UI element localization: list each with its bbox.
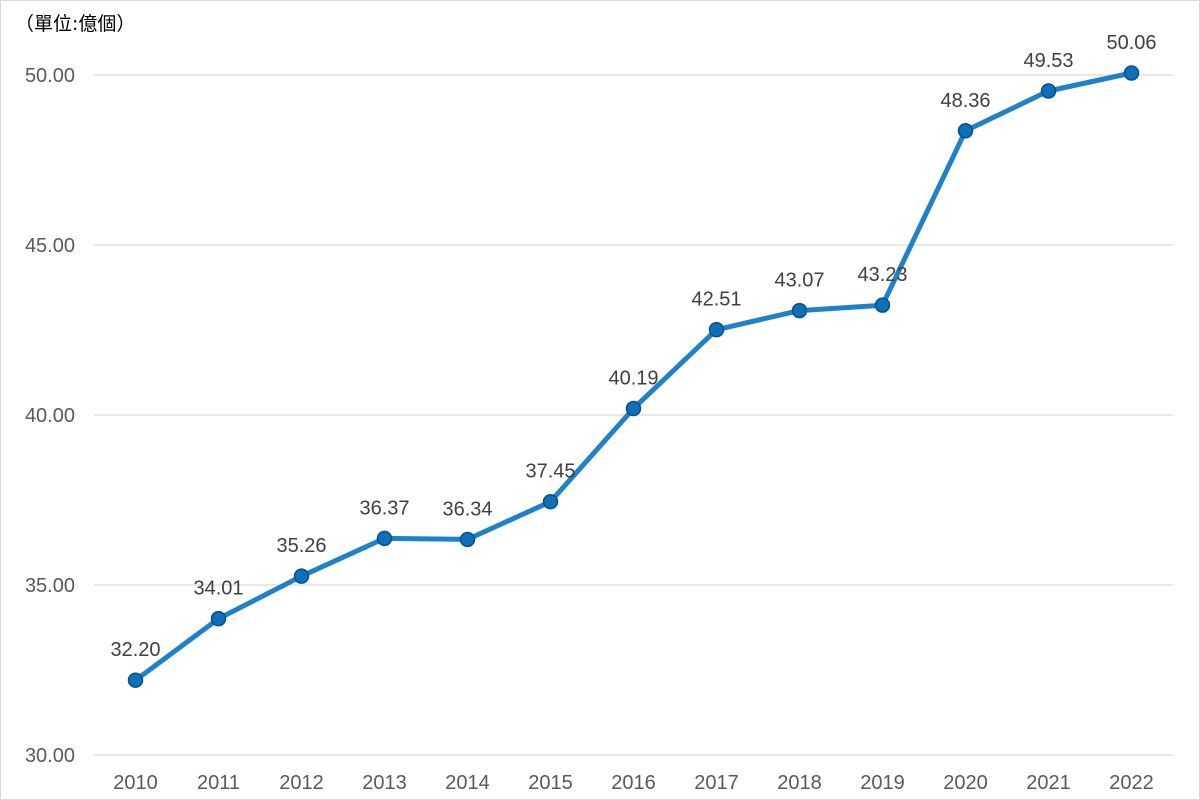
data-point — [459, 531, 476, 548]
data-point — [210, 610, 227, 627]
x-tick-label: 2022 — [1109, 772, 1154, 794]
x-tick-label: 2020 — [943, 772, 988, 794]
x-tick-label: 2014 — [445, 772, 490, 794]
data-label: 50.06 — [1106, 32, 1156, 54]
y-tick-label: 40.00 — [25, 405, 75, 427]
data-label: 43.07 — [774, 270, 824, 292]
y-tick-label: 35.00 — [25, 575, 75, 597]
data-point — [376, 530, 393, 547]
data-point — [542, 493, 559, 510]
data-label: 35.26 — [276, 535, 326, 557]
data-point — [1123, 65, 1140, 81]
data-point — [293, 568, 310, 584]
y-axis: 30.00 35.00 40.00 45.00 50.00 — [25, 65, 75, 767]
data-label: 49.53 — [1023, 50, 1073, 72]
data-point — [708, 321, 725, 338]
data-label: 37.45 — [525, 461, 575, 483]
data-point — [1040, 83, 1057, 99]
x-tick-label: 2015 — [528, 772, 573, 794]
data-label: 32.20 — [110, 639, 160, 661]
data-label: 42.51 — [691, 289, 741, 311]
x-tick-label: 2010 — [113, 772, 158, 794]
data-label: 36.34 — [442, 498, 492, 520]
data-point — [874, 297, 891, 313]
data-point — [127, 672, 144, 688]
x-tick-label: 2011 — [197, 772, 240, 794]
y-tick-label: 30.00 — [25, 745, 75, 767]
x-tick-label: 2021 — [1026, 772, 1071, 794]
x-axis: 2010 2011 2012 2013 2014 2015 2016 2017 2018 2019… — [113, 772, 1154, 794]
x-tick-label: 2018 — [777, 772, 822, 794]
x-tick-label: 2013 — [362, 772, 407, 794]
data-label: 43.23 — [857, 264, 907, 286]
unit-label: （單位:億個） — [15, 13, 135, 35]
data-point — [625, 400, 642, 417]
x-tick-label: 2012 — [279, 772, 324, 794]
data-labels: 32.20 34.01 35.26 36.37 36.34 37.45 40.19 42.51… — [110, 32, 1156, 661]
y-tick-label: 50.00 — [25, 65, 75, 87]
data-label: 34.01 — [193, 578, 243, 600]
x-tick-label: 2016 — [611, 772, 656, 794]
data-point — [957, 123, 974, 139]
data-label: 36.37 — [359, 497, 409, 519]
x-tick-label: 2017 — [694, 772, 739, 794]
x-tick-label: 2019 — [860, 772, 905, 794]
series-group — [127, 65, 1140, 688]
y-tick-label: 45.00 — [25, 235, 75, 257]
data-label: 40.19 — [608, 368, 658, 390]
data-point — [791, 302, 808, 319]
data-label: 48.36 — [940, 90, 990, 112]
